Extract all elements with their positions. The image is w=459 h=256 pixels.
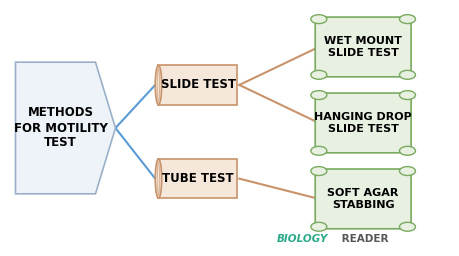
Text: BIOLOGY: BIOLOGY — [276, 234, 327, 244]
Polygon shape — [16, 62, 115, 194]
Circle shape — [310, 70, 326, 79]
Circle shape — [310, 167, 326, 176]
Text: WET MOUNT
SLIDE TEST: WET MOUNT SLIDE TEST — [324, 36, 401, 58]
Ellipse shape — [155, 65, 162, 105]
FancyBboxPatch shape — [314, 169, 410, 229]
FancyBboxPatch shape — [314, 93, 410, 153]
Text: SLIDE TEST: SLIDE TEST — [160, 78, 235, 91]
Text: TUBE TEST: TUBE TEST — [162, 172, 234, 185]
Circle shape — [310, 15, 326, 24]
Text: SOFT AGAR
STABBING: SOFT AGAR STABBING — [327, 188, 398, 210]
Text: READER: READER — [337, 234, 388, 244]
Circle shape — [310, 146, 326, 155]
Circle shape — [310, 91, 326, 100]
Circle shape — [398, 222, 414, 231]
Circle shape — [310, 222, 326, 231]
Text: HANGING DROP
SLIDE TEST: HANGING DROP SLIDE TEST — [313, 112, 411, 134]
Text: METHODS
FOR MOTILITY
TEST: METHODS FOR MOTILITY TEST — [13, 106, 107, 150]
FancyBboxPatch shape — [157, 65, 236, 105]
FancyBboxPatch shape — [157, 159, 236, 198]
Ellipse shape — [157, 68, 159, 102]
Circle shape — [398, 146, 414, 155]
Circle shape — [398, 70, 414, 79]
Ellipse shape — [155, 159, 162, 198]
Circle shape — [398, 91, 414, 100]
FancyBboxPatch shape — [314, 17, 410, 77]
Circle shape — [398, 15, 414, 24]
Circle shape — [398, 167, 414, 176]
Ellipse shape — [157, 162, 159, 195]
